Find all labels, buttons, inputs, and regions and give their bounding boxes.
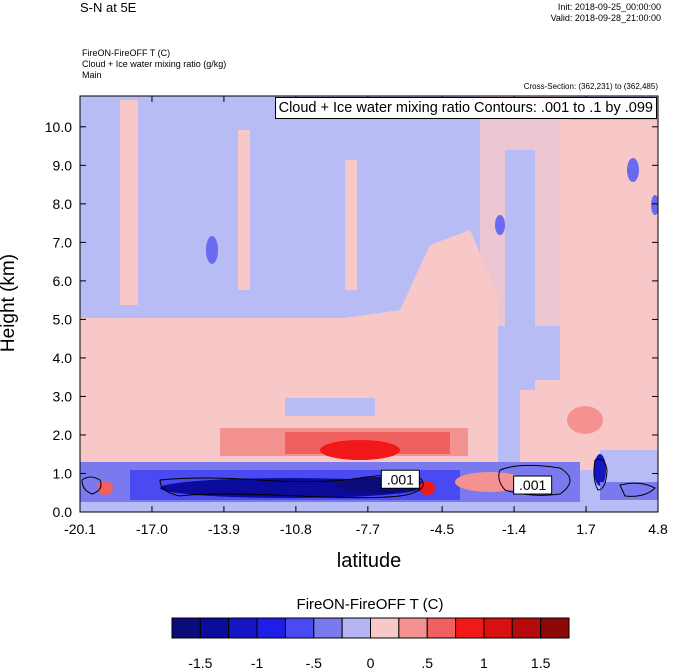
blue-low-right <box>600 482 658 500</box>
y-tick-label: 6.0 <box>53 273 73 289</box>
blue-right-column <box>505 150 535 390</box>
x-tick-label: -13.9 <box>208 521 240 537</box>
pink-column-mid <box>238 130 250 290</box>
y-tick-label: 2.0 <box>53 427 73 443</box>
cloud-contour-left <box>81 476 102 495</box>
x-tick-label: -4.5 <box>430 521 454 537</box>
colorbar-swatch <box>284 617 315 639</box>
contour-label: .001 <box>387 471 414 487</box>
y-tick-label: 5.0 <box>53 311 73 327</box>
y-tick-label: 4.0 <box>53 350 73 366</box>
y-tick-label: 1.0 <box>53 465 73 481</box>
cloud-contour-main <box>159 474 424 499</box>
colorbar-swatch <box>313 617 343 639</box>
cross-section-label: Cross-Section: (362,231) to (362,485) <box>523 82 658 91</box>
field-label-cloud: Cloud + Ice water mixing ratio (g/kg) <box>82 59 227 69</box>
x-axis-label: latitude <box>336 550 402 572</box>
x-tick-label: -10.8 <box>280 521 312 537</box>
colorbar-tick-label: -.5 <box>306 655 323 668</box>
colorbar-swatch <box>171 617 201 639</box>
colorbar-tick-label: -1.5 <box>188 655 212 668</box>
pink-column-mid2 <box>345 160 357 290</box>
x-tick-label: -17.0 <box>136 521 168 537</box>
y-tick-label: 0.0 <box>53 504 73 520</box>
colorbar-swatch <box>370 617 400 639</box>
pink-mid-region <box>80 230 500 330</box>
cloud-contours <box>81 458 656 499</box>
colorbar-tick-label: .5 <box>421 655 433 668</box>
colorbar: -1.5 -1 -.5 0 .5 1 1.5 <box>171 617 570 668</box>
x-tick-label: -1.4 <box>502 521 526 537</box>
temperature-difference-field <box>80 96 658 512</box>
blue-spot-right <box>594 454 606 486</box>
cloud-contour-right <box>498 464 571 496</box>
red-spot-left <box>97 481 113 495</box>
y-axis-ticks: 0.0 1.0 2.0 3.0 4.0 5.0 6.0 7.0 8.0 9.0 10.0 <box>45 119 658 520</box>
colorbar-swatch <box>341 617 371 639</box>
colorbar-title: FireON-FireOFF T (C) <box>296 596 444 613</box>
pink-column-left <box>120 100 138 305</box>
colorbar-swatch <box>511 617 542 639</box>
y-tick-label: 8.0 <box>53 196 73 212</box>
red-low-patch <box>455 472 525 492</box>
x-tick-label: 1.7 <box>576 521 596 537</box>
contour-label-box <box>513 475 553 495</box>
x-axis-ticks: -20.1 -17.0 -13.9 -10.8 -7.7 -4.5 -1.4 1.7 4.8 <box>64 96 668 537</box>
valid-time: Valid: 2018-09-28_21:00:00 <box>550 13 661 23</box>
init-time: Init: 2018-09-25_00:00:00 <box>557 2 661 12</box>
blue-spot-upper-4 <box>651 195 658 215</box>
colorbar-swatch <box>426 617 457 639</box>
x-tick-label: 4.8 <box>648 521 668 537</box>
y-tick-label: 3.0 <box>53 388 73 404</box>
colorbar-swatch <box>228 617 258 639</box>
blue-patch-mid <box>285 398 375 416</box>
contour-labels: .001 .001 <box>380 469 553 495</box>
colorbar-swatch <box>483 617 513 639</box>
field-label-temperature: FireON-FireOFF T (C) <box>82 48 171 58</box>
colorbar-swatch <box>455 617 485 639</box>
colorbar-tick-label: -1 <box>251 655 264 668</box>
colorbar-swatch <box>199 617 230 639</box>
cloud-contour-edge <box>619 482 656 497</box>
contour-annotation: Cloud + Ice water mixing ratio Contours:… <box>274 97 657 119</box>
x-tick-label: -20.1 <box>64 521 96 537</box>
field-label-main: Main <box>82 70 102 80</box>
chart-title: S-N at 5E <box>80 0 137 15</box>
blue-spot-upper-1 <box>206 236 218 264</box>
colorbar-tick-label: 0 <box>367 655 375 668</box>
colorbar-swatch <box>256 617 286 639</box>
contour-label-box <box>380 469 420 489</box>
y-axis-label: Height (km) <box>0 253 19 353</box>
y-tick-label: 7.0 <box>53 234 73 250</box>
blue-spot-upper-2 <box>627 158 639 182</box>
plot-frame <box>79 95 659 513</box>
red-patch-right <box>567 406 603 434</box>
contour-label: .001 <box>519 477 546 493</box>
cloud-contour-far-right <box>593 458 608 491</box>
colorbar-tick-label: 1 <box>480 655 488 668</box>
red-band-core <box>320 440 400 460</box>
colorbar-tick-label: 1.5 <box>531 655 551 668</box>
x-tick-label: -7.7 <box>356 521 380 537</box>
blue-spot-upper-3 <box>495 215 505 235</box>
y-tick-label: 9.0 <box>53 157 73 173</box>
colorbar-swatch <box>398 617 428 639</box>
y-tick-label: 10.0 <box>45 119 72 135</box>
colorbar-swatch <box>540 617 570 639</box>
